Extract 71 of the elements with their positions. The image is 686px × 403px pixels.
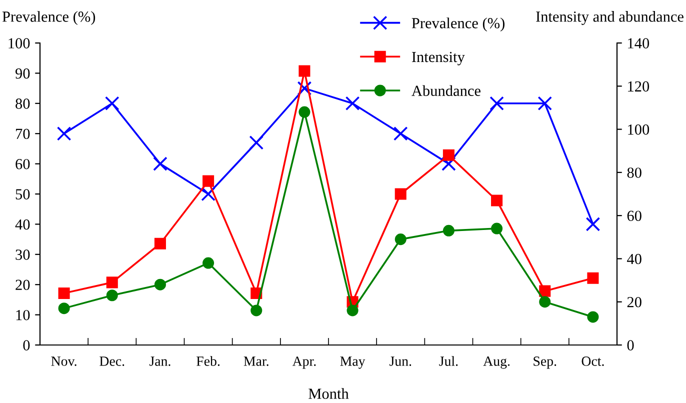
point — [539, 285, 551, 297]
x-tick-label: Dec. — [100, 356, 124, 366]
point — [202, 175, 214, 187]
y-tick-label: 50 — [16, 189, 30, 200]
point — [104, 96, 120, 111]
x-tick-label: Jul. — [439, 356, 458, 366]
point — [106, 276, 118, 288]
point — [587, 272, 599, 284]
y2-axis-title: Intensity and abundance — [536, 11, 684, 25]
point — [154, 278, 166, 290]
point — [297, 81, 312, 96]
x-tick-label: Nov. — [51, 356, 76, 366]
y2-tick-label: 80 — [627, 168, 642, 178]
legend-label: Intensity — [412, 52, 465, 66]
x-tick-label: Apr. — [292, 356, 316, 369]
y2-tick-label: 100 — [628, 124, 650, 135]
x-tick-label: Jun. — [390, 356, 412, 366]
point — [490, 96, 504, 111]
y-tick-label: 0 — [23, 340, 30, 350]
point — [250, 304, 262, 316]
point — [491, 194, 503, 206]
y-tick-label: 20 — [16, 280, 30, 290]
y-axis-title: Prevalence (%) — [2, 11, 96, 25]
x-axis-title: Month — [308, 388, 349, 399]
point — [538, 96, 552, 111]
x-tick-label: Sep. — [534, 356, 556, 369]
point — [587, 311, 599, 323]
legend-label: Abundance — [412, 85, 480, 96]
point — [539, 296, 551, 308]
y-tick-label: 10 — [16, 310, 30, 320]
point — [393, 126, 408, 141]
point — [56, 126, 72, 141]
point — [586, 217, 600, 232]
point — [345, 96, 360, 111]
point — [442, 156, 456, 171]
point — [346, 304, 358, 316]
y-tick-label: 40 — [15, 219, 30, 230]
x-tick-label: Oct. — [582, 356, 604, 366]
y-tick-label: 70 — [16, 128, 30, 140]
y-tick-label: 30 — [16, 250, 30, 260]
y-tick-label: 60 — [16, 158, 30, 170]
y-tick-label: 90 — [15, 68, 30, 79]
point — [394, 188, 406, 200]
y2-tick-label: 40 — [627, 254, 642, 264]
point — [298, 106, 310, 118]
x-tick-label: May — [340, 356, 366, 369]
point — [394, 234, 406, 246]
point — [106, 290, 118, 302]
point — [202, 257, 214, 269]
x-tick-label: Aug. — [483, 356, 510, 369]
point — [249, 136, 264, 150]
y-tick-label: 100 — [8, 38, 30, 48]
y-tick-label: 80 — [16, 98, 30, 109]
y2-tick-label: 60 — [627, 210, 642, 222]
y2-tick-label: 140 — [628, 38, 650, 48]
point — [491, 222, 503, 234]
point — [442, 149, 454, 161]
x-tick-label: Mar. — [244, 356, 268, 366]
point — [58, 302, 70, 314]
legend-label: Prevalence (%) — [412, 18, 504, 32]
point — [201, 186, 216, 202]
point — [154, 238, 166, 250]
x-tick-label: Jan. — [150, 356, 170, 366]
y2-tick-label: 0 — [627, 340, 634, 350]
x-tick-label: Feb. — [196, 356, 220, 366]
y2-tick-label: 120 — [628, 81, 650, 92]
point — [298, 65, 310, 77]
point — [442, 224, 454, 236]
y2-tick-label: 20 — [627, 297, 642, 308]
point — [58, 287, 70, 299]
point — [153, 156, 168, 171]
